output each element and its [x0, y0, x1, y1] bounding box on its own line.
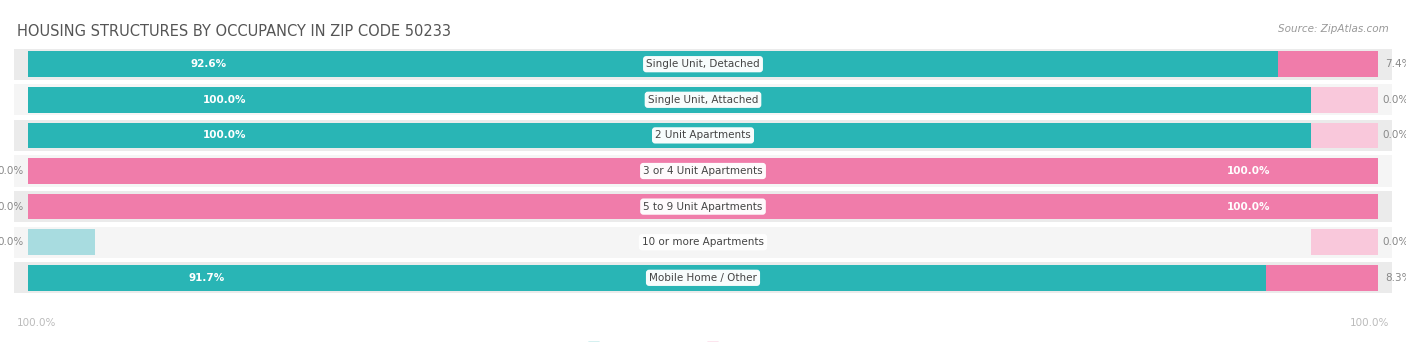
- Text: Mobile Home / Other: Mobile Home / Other: [650, 273, 756, 283]
- Text: 3 or 4 Unit Apartments: 3 or 4 Unit Apartments: [643, 166, 763, 176]
- Text: 0.0%: 0.0%: [0, 201, 24, 212]
- Bar: [14, 84, 1392, 116]
- Bar: [28, 122, 1378, 148]
- Text: 0.0%: 0.0%: [0, 237, 24, 247]
- Text: Single Unit, Attached: Single Unit, Attached: [648, 95, 758, 105]
- Text: 7.4%: 7.4%: [1385, 59, 1406, 69]
- Text: 100.0%: 100.0%: [17, 318, 56, 328]
- Text: 0.0%: 0.0%: [1382, 237, 1406, 247]
- Text: 8.3%: 8.3%: [1385, 273, 1406, 283]
- Bar: [1310, 87, 1378, 113]
- Bar: [1310, 122, 1378, 148]
- Bar: [1267, 265, 1378, 291]
- Bar: [14, 155, 1392, 187]
- Bar: [14, 262, 1392, 293]
- Text: 100.0%: 100.0%: [1227, 166, 1271, 176]
- Bar: [28, 87, 1378, 113]
- Bar: [28, 194, 96, 220]
- Text: 100.0%: 100.0%: [204, 95, 246, 105]
- Text: 0.0%: 0.0%: [1382, 130, 1406, 141]
- Text: 10 or more Apartments: 10 or more Apartments: [643, 237, 763, 247]
- Bar: [28, 158, 1378, 184]
- Bar: [28, 194, 1378, 220]
- Bar: [28, 265, 1267, 291]
- Bar: [14, 191, 1392, 222]
- Bar: [28, 51, 1278, 77]
- Text: 0.0%: 0.0%: [0, 166, 24, 176]
- Bar: [1310, 229, 1378, 255]
- Text: 0.0%: 0.0%: [1382, 95, 1406, 105]
- Text: 91.7%: 91.7%: [188, 273, 225, 283]
- Bar: [14, 120, 1392, 151]
- Text: 5 to 9 Unit Apartments: 5 to 9 Unit Apartments: [644, 201, 762, 212]
- Bar: [28, 158, 96, 184]
- Text: HOUSING STRUCTURES BY OCCUPANCY IN ZIP CODE 50233: HOUSING STRUCTURES BY OCCUPANCY IN ZIP C…: [17, 24, 451, 39]
- Text: 100.0%: 100.0%: [1350, 318, 1389, 328]
- Text: Single Unit, Detached: Single Unit, Detached: [647, 59, 759, 69]
- Bar: [14, 226, 1392, 258]
- Text: 100.0%: 100.0%: [204, 130, 246, 141]
- Text: 2 Unit Apartments: 2 Unit Apartments: [655, 130, 751, 141]
- Text: 100.0%: 100.0%: [1227, 201, 1271, 212]
- Text: Source: ZipAtlas.com: Source: ZipAtlas.com: [1278, 24, 1389, 34]
- Bar: [1278, 51, 1378, 77]
- Bar: [28, 229, 96, 255]
- Text: 92.6%: 92.6%: [190, 59, 226, 69]
- Bar: [14, 49, 1392, 80]
